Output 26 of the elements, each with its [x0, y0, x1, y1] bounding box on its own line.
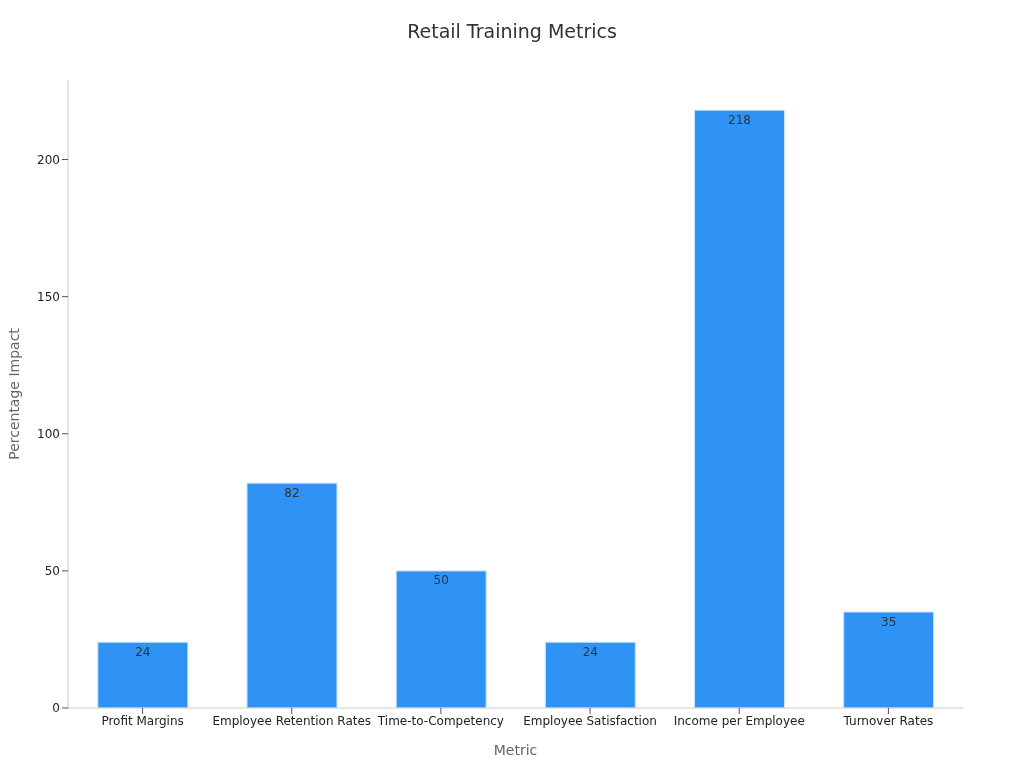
- bar: [395, 570, 487, 708]
- x-tick-label: Profit Margins: [101, 713, 184, 728]
- y-tick-label: 200: [37, 152, 60, 167]
- x-tick-label: Income per Employee: [673, 713, 805, 728]
- y-tick-label: 50: [44, 564, 60, 579]
- x-tick-label: Employee Satisfaction: [523, 713, 657, 728]
- data-label: 24: [135, 644, 151, 659]
- y-tick-label: 150: [37, 289, 60, 304]
- bar: [246, 482, 338, 708]
- bar: [843, 611, 935, 708]
- bar: [97, 641, 189, 708]
- y-tick-label: 0: [52, 701, 60, 716]
- x-tick-label: Turnover Rates: [842, 713, 934, 728]
- bar: [544, 641, 636, 708]
- x-tick-label: Time-to-Competency: [376, 713, 504, 728]
- data-label: 218: [728, 112, 751, 127]
- data-label: 82: [284, 485, 300, 500]
- data-label: 35: [881, 614, 897, 629]
- x-tick-label: Employee Retention Rates: [212, 713, 372, 728]
- y-axis-title: Percentage Impact: [5, 327, 22, 460]
- data-label: 50: [433, 573, 449, 588]
- bar: [694, 109, 785, 708]
- y-tick-label: 100: [37, 427, 60, 442]
- x-axis-title: Metric: [493, 742, 538, 758]
- chart-title: Retail Training Metrics: [406, 20, 618, 42]
- data-label: 24: [582, 644, 598, 659]
